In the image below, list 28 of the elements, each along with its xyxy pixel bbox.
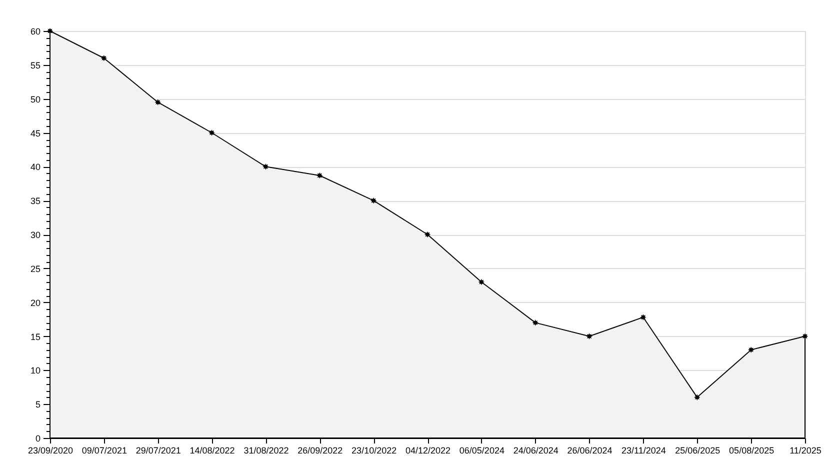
y-tick-label: 20 bbox=[30, 298, 40, 308]
x-tick-label: 14/08/2022 bbox=[190, 446, 235, 456]
y-tick-label: 10 bbox=[30, 366, 40, 376]
x-tick-label: 23/10/2022 bbox=[352, 446, 397, 456]
x-tick-label: 23/09/2020 bbox=[28, 446, 74, 456]
x-tick-label: 09/07/2021 bbox=[82, 446, 127, 456]
y-tick-label: 30 bbox=[30, 230, 40, 240]
x-tick-label: 06/05/2024 bbox=[459, 446, 504, 456]
y-tick-label: 50 bbox=[30, 94, 40, 104]
x-tick-label: 04/12/2022 bbox=[405, 446, 451, 456]
x-tick-label: 31/08/2022 bbox=[244, 446, 289, 456]
x-tick-label: 11/2025 bbox=[790, 446, 822, 456]
x-tick-label: 05/08/2025 bbox=[729, 446, 774, 456]
y-tick-label: 0 bbox=[35, 434, 40, 444]
x-tick-label: 26/06/2024 bbox=[567, 446, 612, 456]
x-tick-label: 29/07/2021 bbox=[136, 446, 181, 456]
y-tick-label: 45 bbox=[30, 128, 40, 138]
x-tick-label: 24/06/2024 bbox=[513, 446, 558, 456]
y-tick-label: 40 bbox=[30, 162, 40, 172]
x-tick-label: 26/09/2022 bbox=[298, 446, 343, 456]
y-tick-label: 55 bbox=[30, 60, 40, 70]
x-tick-label: 25/06/2025 bbox=[675, 446, 720, 456]
y-tick-label: 25 bbox=[30, 264, 40, 274]
y-tick-label: 60 bbox=[30, 26, 40, 36]
y-tick-label: 35 bbox=[30, 196, 40, 206]
y-tick-label: 5 bbox=[35, 400, 40, 410]
y-tick-label: 15 bbox=[30, 332, 40, 342]
x-tick-label: 23/11/2024 bbox=[622, 446, 666, 456]
